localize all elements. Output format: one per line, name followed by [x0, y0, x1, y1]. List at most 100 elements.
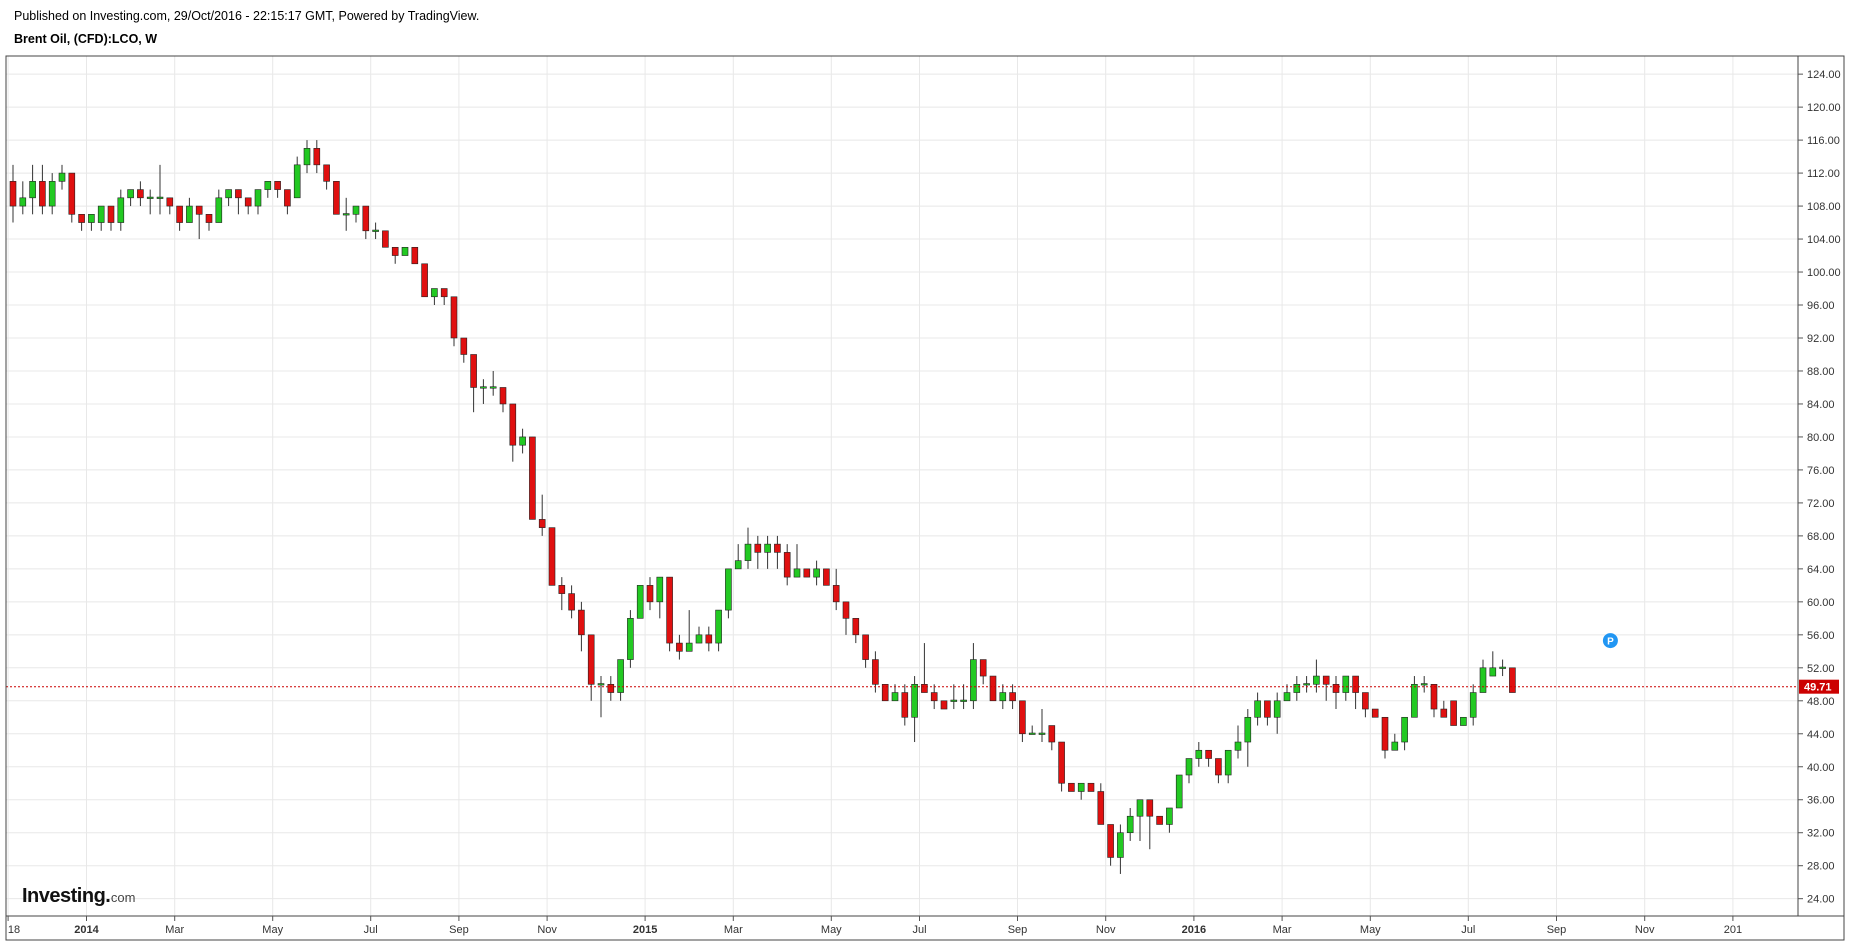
candle	[264, 181, 272, 198]
candle-body	[19, 197, 27, 207]
candle-body	[323, 164, 330, 182]
candle-body	[872, 659, 879, 685]
candle	[244, 197, 252, 215]
candle-body	[979, 659, 987, 677]
y-tick-label: 104.00	[1807, 234, 1841, 246]
candle-body	[725, 568, 732, 611]
candle	[852, 618, 860, 644]
candle-body	[146, 196, 154, 199]
candle-body	[411, 246, 419, 265]
candle-body	[1322, 675, 1330, 685]
candle	[1509, 667, 1516, 693]
candle-body	[940, 700, 948, 710]
candle-body	[1391, 741, 1399, 751]
y-tick-label: 80.00	[1807, 432, 1835, 444]
candle	[734, 544, 742, 570]
candle	[1273, 692, 1281, 734]
candle-body	[862, 634, 869, 660]
marker-label: P	[1607, 637, 1614, 648]
candle-body	[715, 609, 722, 644]
candle	[783, 544, 791, 586]
published-caption: Published on Investing.com, 29/Oct/2016 …	[14, 9, 480, 23]
candle	[19, 181, 27, 215]
candle-body	[1185, 758, 1193, 776]
candle	[558, 577, 566, 611]
y-tick-label: 112.00	[1807, 168, 1840, 180]
x-tick-label: Nov	[1096, 924, 1116, 936]
candle-body	[470, 354, 477, 388]
candle-body	[558, 585, 566, 594]
x-tick-label: May	[1360, 924, 1381, 936]
candle	[205, 214, 213, 231]
candle	[881, 684, 889, 702]
candle	[1087, 782, 1095, 792]
candle-body	[372, 229, 379, 232]
candle-body	[205, 214, 213, 223]
logo-main-text: Investing	[22, 885, 106, 907]
candle-body	[127, 189, 134, 199]
candle	[215, 189, 223, 223]
candle	[842, 601, 850, 635]
candle-body	[1273, 700, 1281, 718]
candle-body	[578, 609, 585, 636]
candle-body	[597, 683, 605, 686]
y-tick-label: 120.00	[1807, 102, 1841, 114]
x-tick-label: 18	[8, 924, 20, 936]
candle-body	[1499, 666, 1506, 669]
candle-body	[891, 692, 899, 702]
candle	[342, 197, 350, 231]
candle-body	[1264, 700, 1271, 718]
candle	[1244, 709, 1252, 767]
candle-body	[509, 403, 517, 446]
candle	[1185, 758, 1193, 784]
candle-body	[548, 527, 556, 586]
current-price-label-bg	[1799, 679, 1839, 694]
candle	[1381, 716, 1389, 759]
candle-body	[1215, 758, 1222, 776]
candle-body	[793, 568, 801, 578]
candle-body	[1077, 782, 1085, 792]
candle-body	[774, 543, 781, 553]
candle-body	[1195, 749, 1203, 759]
candle	[1126, 807, 1134, 841]
candle-body	[587, 634, 595, 685]
candle-body	[176, 205, 183, 223]
candle-body	[313, 148, 321, 166]
candle-body	[627, 618, 634, 660]
candle-body	[607, 684, 615, 693]
candle	[519, 428, 526, 454]
candle	[823, 568, 830, 586]
x-tick-label: 2015	[633, 924, 657, 936]
candle	[48, 173, 56, 215]
candle-body	[1254, 700, 1261, 718]
candle-body	[999, 692, 1007, 702]
candle	[254, 189, 262, 215]
candle-body	[1509, 667, 1516, 693]
candle-body	[1293, 684, 1301, 693]
candle	[470, 354, 477, 413]
candle	[1117, 824, 1124, 874]
candle-body	[450, 296, 458, 339]
candle	[313, 140, 321, 174]
candle-body	[195, 205, 203, 215]
candle-body	[97, 205, 105, 223]
candle-body	[646, 585, 654, 603]
candle-body	[431, 288, 438, 298]
candle	[676, 634, 683, 660]
candle	[284, 189, 291, 215]
candle-body	[499, 387, 507, 405]
x-tick-label: Mar	[724, 924, 743, 936]
candle-body	[921, 684, 928, 693]
candle-body	[29, 181, 36, 199]
candle	[1460, 716, 1467, 726]
candle-body	[244, 197, 252, 207]
candle	[88, 214, 95, 231]
candle	[901, 684, 909, 726]
candle-body	[529, 436, 536, 520]
candle-body	[881, 684, 889, 702]
candle	[597, 676, 605, 718]
y-tick-label: 28.00	[1807, 861, 1835, 873]
candle-body	[764, 543, 771, 553]
candle-body	[1283, 692, 1291, 702]
